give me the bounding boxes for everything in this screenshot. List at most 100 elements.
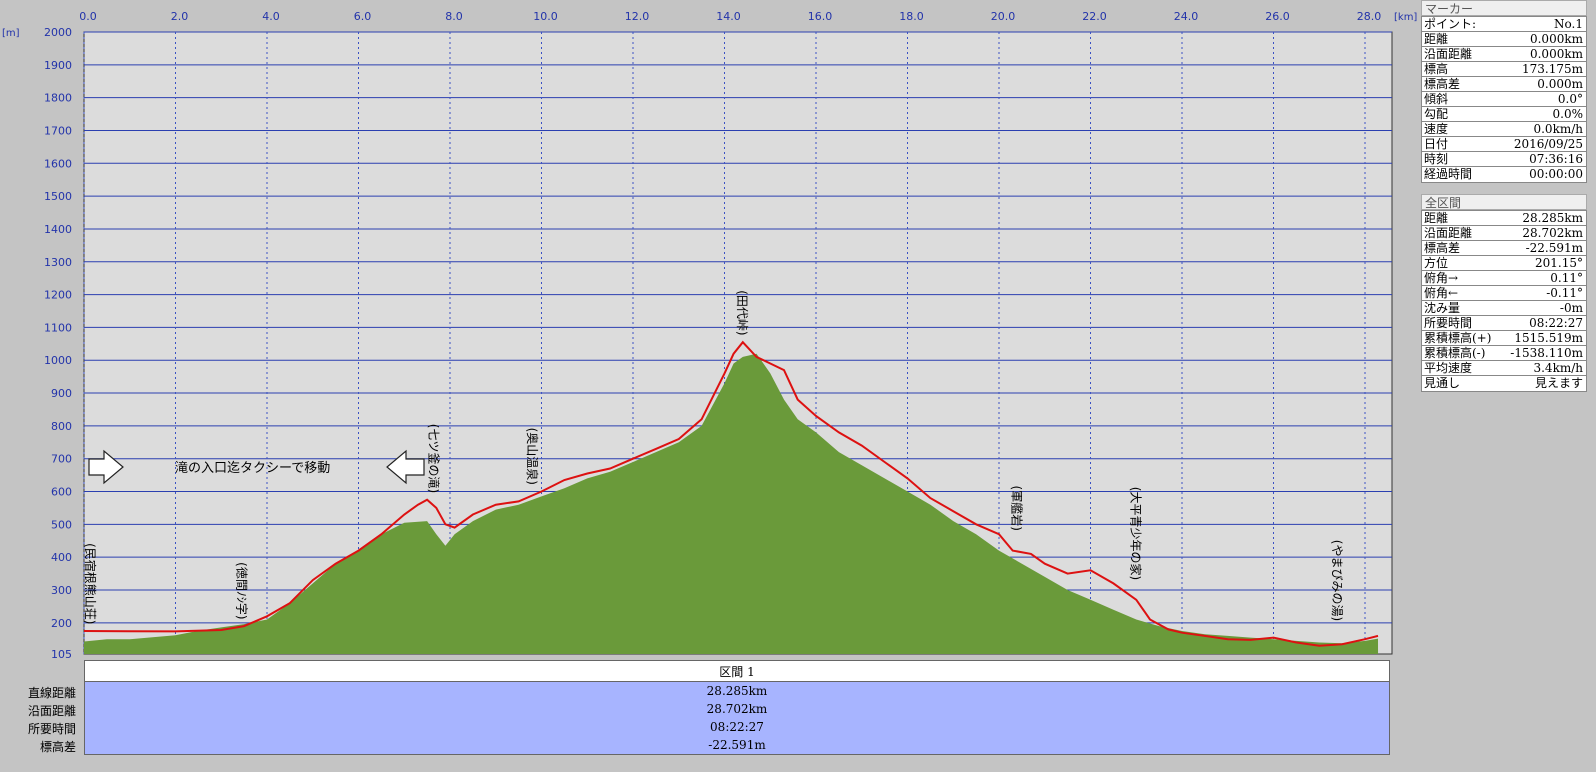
waypoint-labels: (民宿根熊山荘) (徳間ﾉｼ字) (七ツ釜の滝) (奥山温泉) (田代峠) (軍艦岩) (大… [83,290,1344,624]
marker-value: 0.000m [1537,77,1583,91]
x-tick-label: 8.0 [445,10,463,23]
summary-label: 直線距離 [27,686,76,700]
section-panel-title: 全区間 [1421,194,1587,210]
marker-value: 0.000km [1529,32,1583,46]
summary-value: 28.285km [706,684,768,698]
section-value: 3.4km/h [1533,361,1583,375]
section-row: 標高差 -22.591m [1422,241,1586,256]
x-tick-label: 26.0 [1265,10,1290,23]
x-tick-label: 12.0 [625,10,650,23]
marker-table: ポイント: No.1 距離 0.000km 沿面距離 0.000km 標高 173.175m 標… [1421,16,1587,183]
marker-value: 0.000km [1529,47,1583,61]
track-line-path [83,340,1379,647]
marker-key: 距離 [1424,32,1449,46]
left-arrow-icon [386,449,425,485]
y-tick-label: 1200 [44,289,72,302]
marker-key: 速度 [1424,122,1449,136]
terrain-area [84,353,1379,654]
summary-table: 区間 1 28.285km 28.702km 08:22:27 -22.591m [84,660,1390,755]
summary-values: 28.285km 28.702km 08:22:27 -22.591m [84,682,1390,755]
taxi-note-text: 滝の入口迄タクシーで移動 [175,461,330,476]
marker-row: 経過時間 00:00:00 [1422,167,1586,182]
marker-key: 時刻 [1424,152,1449,166]
y-tick-label: 1000 [44,354,72,367]
summary-label: 沿面距離 [27,704,76,718]
y-tick-label: 200 [51,617,72,630]
marker-key: 傾斜 [1424,92,1449,106]
y-tick-label: 400 [51,551,72,564]
marker-key: ポイント: [1424,17,1477,31]
x-tick-labels: 0.0 2.0 4.0 6.0 8.0 10.0 12.0 14.0 16.0 18.0 20.0 2… [79,10,1381,23]
section-value: -1538.110m [1510,346,1583,360]
section-key: 累積標高(+) [1424,331,1492,345]
taxi-note: 滝の入口迄タクシーで移動 [88,449,425,485]
y-tick-label: 1600 [44,157,72,170]
marker-key: 標高差 [1424,77,1461,91]
marker-key: 経過時間 [1424,167,1473,181]
section-row: 方位 201.15° [1422,256,1586,271]
section-value: 08:22:27 [1529,316,1583,330]
y-unit-label: [m] [2,28,20,39]
waypoint-label: (七ツ釜の滝) [426,424,441,493]
summary-header[interactable]: 区間 1 [84,660,1390,682]
marker-row: 日付 2016/09/25 [1422,137,1586,152]
section-key: 所要時間 [1424,316,1473,330]
section-key: 平均速度 [1424,361,1473,375]
marker-key: 日付 [1424,137,1449,151]
section-value: 見えます [1534,376,1583,390]
x-tick-label: 22.0 [1082,10,1107,23]
y-tick-label: 900 [51,387,72,400]
waypoint-label: (やまびみの湯) [1330,540,1344,621]
marker-value: 2016/09/25 [1513,137,1583,151]
marker-row: 標高差 0.000m [1422,77,1586,92]
marker-value: 0.0km/h [1533,122,1583,136]
section-row: 距離 28.285km [1422,211,1586,226]
marker-value: 0.0° [1557,92,1583,106]
section-value: 1515.519m [1514,331,1583,345]
section-value: -0m [1559,301,1583,315]
section-row: 沿面距離 28.702km [1422,226,1586,241]
x-tick-label: 28.0 [1357,10,1382,23]
section-row: 所要時間 08:22:27 [1422,316,1586,331]
summary-value: -22.591m [708,738,766,752]
elevation-profile-chart: 2000 1900 1800 1700 1600 1500 1400 1300 1200 1100… [2,10,1417,660]
summary-value: 28.702km [706,702,768,716]
section-table: 距離 28.285km 沿面距離 28.702km 標高差 -22.591m 方位 201.1… [1421,210,1587,392]
section-row: 沈み量 -0m [1422,301,1586,316]
y-tick-label: 1700 [44,124,72,137]
summary-label: 標高差 [39,740,76,754]
waypoint-label: (奥山温泉) [525,428,539,485]
section-key: 標高差 [1424,241,1461,255]
waypoint-label: (田代峠) [735,290,750,335]
marker-row: 傾斜 0.0° [1422,92,1586,107]
y-tick-label: 800 [51,420,72,433]
waypoint-label: (大平青少年の家) [1129,487,1144,580]
section-row: 俯角← -0.11° [1422,286,1586,301]
x-tick-label: 16.0 [808,10,833,23]
x-tick-label: 10.0 [533,10,558,23]
marker-value: No.1 [1554,17,1583,31]
section-key: 距離 [1424,211,1449,225]
section-value: -22.591m [1525,241,1583,255]
section-value: 28.285km [1522,211,1583,225]
section-key: 俯角← [1424,286,1459,300]
marker-key: 沿面距離 [1424,47,1473,61]
marker-row: ポイント: No.1 [1422,17,1586,32]
marker-row: 速度 0.0km/h [1422,122,1586,137]
x-tick-label: 18.0 [899,10,924,23]
section-value: -0.11° [1546,286,1583,300]
x-tick-label: 4.0 [262,10,280,23]
waypoint-label: (民宿根熊山荘) [83,543,98,624]
section-key: 沿面距離 [1424,226,1473,240]
section-row: 俯角→ 0.11° [1422,271,1586,286]
y-tick-label: 1100 [44,321,72,334]
y-tick-labels: 2000 1900 1800 1700 1600 1500 1400 1300 1200 1100… [44,26,72,660]
y-tick-label: 1900 [44,59,72,72]
section-row: 累積標高(-) -1538.110m [1422,346,1586,361]
marker-value: 173.175m [1521,62,1583,76]
y-tick-label: 700 [51,453,72,466]
waypoint-label: (徳間ﾉｼ字) [234,562,249,619]
x-tick-label: 2.0 [171,10,189,23]
section-panel: 全区間 距離 28.285km 沿面距離 28.702km 標高差 -22.591m 方位 2… [1421,194,1587,392]
y-tick-label: 105 [51,648,72,660]
